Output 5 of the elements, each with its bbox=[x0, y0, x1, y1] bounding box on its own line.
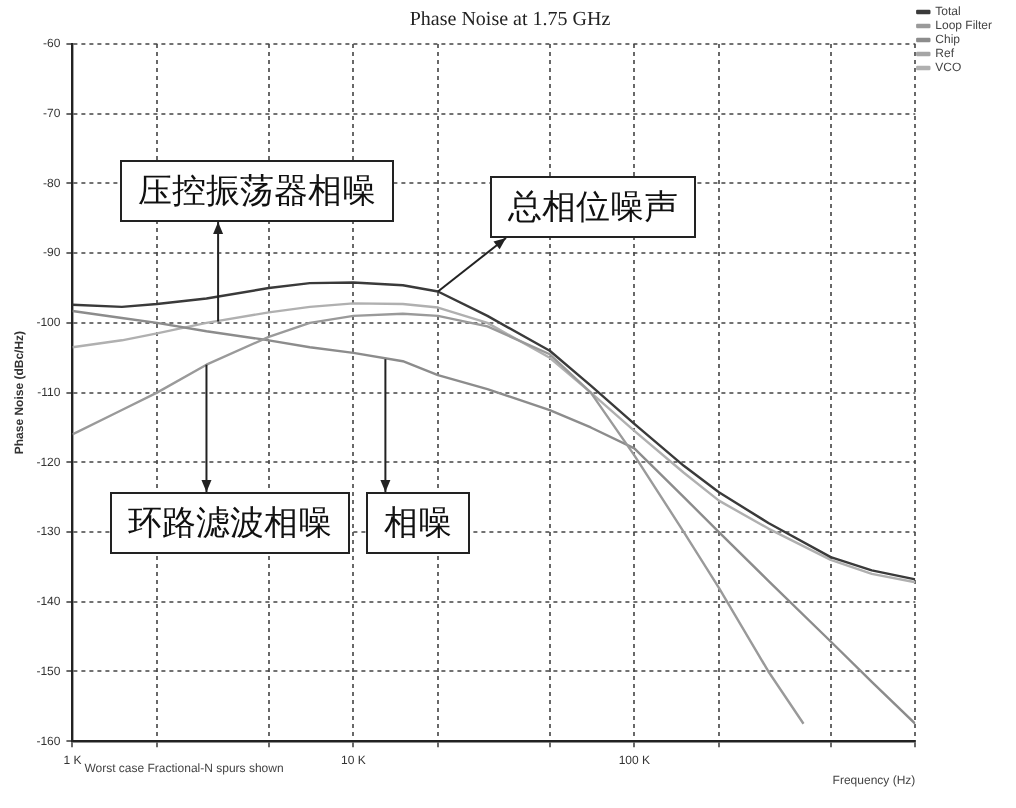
annotation: 环路滤波相噪 bbox=[110, 492, 350, 554]
annotation: 压控振荡器相噪 bbox=[120, 160, 394, 222]
annotation: 总相位噪声 bbox=[490, 176, 696, 238]
annotation: 相噪 bbox=[366, 492, 470, 554]
chart-title: Phase Noise at 1.75 GHz bbox=[409, 9, 612, 32]
